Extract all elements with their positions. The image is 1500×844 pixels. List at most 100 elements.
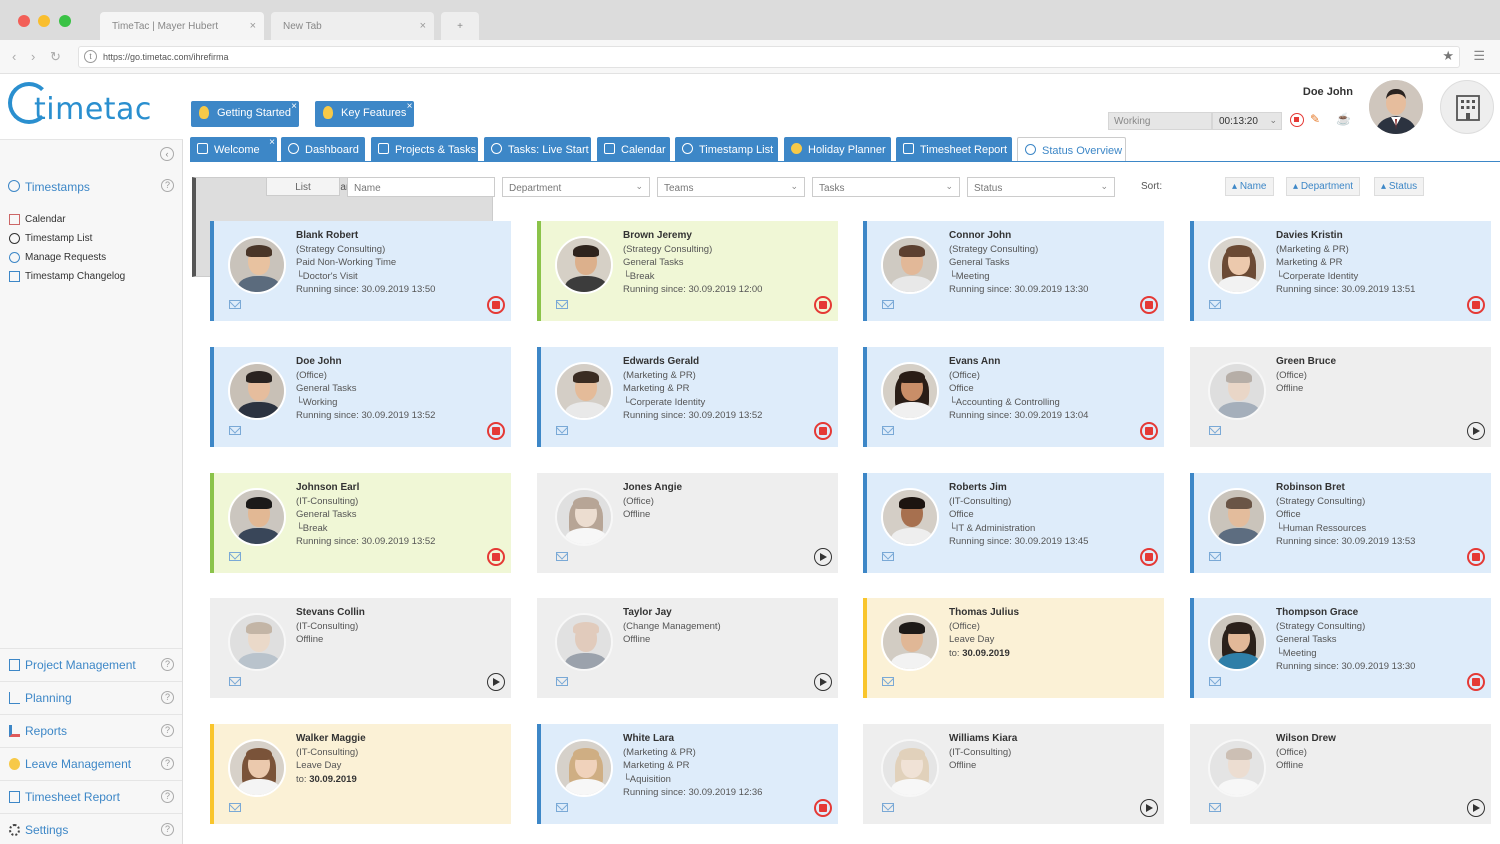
stop-button[interactable] bbox=[814, 422, 832, 440]
help-icon[interactable]: ? bbox=[161, 823, 174, 836]
reload-icon[interactable]: ↻ bbox=[50, 49, 61, 64]
status-select[interactable]: Working bbox=[1108, 112, 1212, 130]
mail-icon[interactable] bbox=[882, 677, 894, 686]
status-card[interactable]: Taylor Jay (Change Management) Offline bbox=[537, 598, 838, 698]
mail-icon[interactable] bbox=[556, 300, 568, 309]
sidebar-item-manage-requests[interactable]: Manage Requests bbox=[0, 250, 182, 268]
status-card[interactable]: Thompson Grace (Strategy Consulting) Gener… bbox=[1190, 598, 1491, 698]
minimize-window-button[interactable] bbox=[38, 15, 50, 27]
status-filter-select[interactable]: Status ⌄ bbox=[967, 177, 1115, 197]
sidebar-item-planning[interactable]: Planning? bbox=[0, 681, 182, 714]
play-button[interactable] bbox=[1467, 422, 1485, 440]
sidebar-item-timestamp-list[interactable]: Timestamp List bbox=[0, 231, 182, 249]
mail-icon[interactable] bbox=[556, 552, 568, 561]
status-card[interactable]: Johnson Earl (IT-Consulting) General Tasks… bbox=[210, 473, 511, 573]
sidebar-item-timestamp-changelog[interactable]: Timestamp Changelog bbox=[0, 269, 182, 287]
company-building-icon[interactable] bbox=[1440, 80, 1494, 134]
sidebar-section-timestamps[interactable]: Timestamps ? bbox=[0, 178, 182, 204]
mail-icon[interactable] bbox=[1209, 552, 1221, 561]
status-card[interactable]: Walker Maggie (IT-Consulting) Leave Day to:… bbox=[210, 724, 511, 824]
new-tab-button[interactable]: + bbox=[441, 12, 479, 40]
status-card[interactable]: Green Bruce (Office) Offline bbox=[1190, 347, 1491, 447]
help-icon[interactable]: ? bbox=[161, 724, 174, 737]
help-icon[interactable]: ? bbox=[161, 179, 174, 192]
status-card[interactable]: Edwards Gerald (Marketing & PR) Marketing … bbox=[537, 347, 838, 447]
play-button[interactable] bbox=[487, 673, 505, 691]
status-card[interactable]: White Lara (Marketing & PR) Marketing & PR… bbox=[537, 724, 838, 824]
close-icon[interactable]: × bbox=[419, 20, 426, 32]
tab-status-overview[interactable]: Status Overview bbox=[1017, 137, 1126, 162]
mail-icon[interactable] bbox=[882, 552, 894, 561]
site-info-icon[interactable]: t bbox=[84, 50, 97, 63]
coffee-break-icon[interactable]: ☕ bbox=[1336, 112, 1351, 126]
sidebar-item-timesheet-report[interactable]: Timesheet Report? bbox=[0, 780, 182, 813]
sidebar-item-leave-management[interactable]: Leave Management? bbox=[0, 747, 182, 780]
stop-button[interactable] bbox=[1140, 296, 1158, 314]
sort-by-department-button[interactable]: ▴ Department bbox=[1286, 177, 1361, 196]
key-features-button[interactable]: Key Features × bbox=[315, 101, 415, 127]
tab-tasks-live-start[interactable]: Tasks: Live Start bbox=[484, 137, 591, 161]
collapse-sidebar-icon[interactable]: ‹ bbox=[160, 147, 174, 161]
mail-icon[interactable] bbox=[229, 552, 241, 561]
stop-button[interactable] bbox=[1467, 548, 1485, 566]
sidebar-item-reports[interactable]: Reports? bbox=[0, 714, 182, 747]
close-icon[interactable]: × bbox=[406, 101, 413, 112]
help-icon[interactable]: ? bbox=[161, 790, 174, 803]
status-card[interactable]: Brown Jeremy (Strategy Consulting) General… bbox=[537, 221, 838, 321]
mail-icon[interactable] bbox=[229, 426, 241, 435]
close-icon[interactable]: × bbox=[291, 101, 297, 112]
sort-by-status-button[interactable]: ▴ Status bbox=[1374, 177, 1425, 196]
tab-calendar[interactable]: Calendar bbox=[597, 137, 670, 161]
tab-holiday-planner[interactable]: Holiday Planner bbox=[784, 137, 891, 161]
stop-button[interactable] bbox=[487, 296, 505, 314]
status-card[interactable]: Davies Kristin (Marketing & PR) Marketing … bbox=[1190, 221, 1491, 321]
url-field[interactable]: t https://go.timetac.com/ihrefirma bbox=[78, 46, 1460, 68]
mail-icon[interactable] bbox=[882, 426, 894, 435]
mail-icon[interactable] bbox=[556, 803, 568, 812]
user-avatar[interactable] bbox=[1369, 80, 1423, 134]
help-icon[interactable]: ? bbox=[161, 658, 174, 671]
status-card[interactable]: Stevans Collin (IT-Consulting) Offline bbox=[210, 598, 511, 698]
mail-icon[interactable] bbox=[229, 300, 241, 309]
tab-timestamp-list[interactable]: Timestamp List bbox=[675, 137, 778, 161]
status-card[interactable]: Jones Angie (Office) Offline bbox=[537, 473, 838, 573]
edit-note-icon[interactable]: ✎ bbox=[1310, 112, 1321, 126]
mail-icon[interactable] bbox=[882, 300, 894, 309]
tab-welcome[interactable]: Welcome × bbox=[190, 137, 277, 161]
stop-button[interactable] bbox=[814, 296, 832, 314]
list-view-toggle[interactable]: List bbox=[266, 177, 340, 196]
sidebar-item-project-management[interactable]: Project Management? bbox=[0, 648, 182, 681]
status-card[interactable]: Blank Robert (Strategy Consulting) Paid No… bbox=[210, 221, 511, 321]
browser-tab-new[interactable]: New Tab × bbox=[271, 12, 434, 40]
maximize-window-button[interactable] bbox=[59, 15, 71, 27]
tasks-filter-select[interactable]: Tasks ⌄ bbox=[812, 177, 960, 197]
mail-icon[interactable] bbox=[1209, 677, 1221, 686]
tab-timesheet-report[interactable]: Timesheet Report bbox=[896, 137, 1012, 161]
mail-icon[interactable] bbox=[1209, 803, 1221, 812]
status-card[interactable]: Robinson Bret (Strategy Consulting) Office… bbox=[1190, 473, 1491, 573]
stop-button[interactable] bbox=[1467, 296, 1485, 314]
help-icon[interactable]: ? bbox=[161, 691, 174, 704]
play-button[interactable] bbox=[814, 548, 832, 566]
mail-icon[interactable] bbox=[229, 803, 241, 812]
close-window-button[interactable] bbox=[18, 15, 30, 27]
mail-icon[interactable] bbox=[556, 426, 568, 435]
status-card[interactable]: Roberts Jim (IT-Consulting) Office └IT & Ad… bbox=[863, 473, 1164, 573]
mail-icon[interactable] bbox=[882, 803, 894, 812]
menu-icon[interactable]: ☰ bbox=[1473, 48, 1485, 63]
sidebar-item-calendar[interactable]: Calendar bbox=[0, 212, 182, 230]
stop-button[interactable] bbox=[1467, 673, 1485, 691]
status-card[interactable]: Thomas Julius (Office) Leave Day to: 30.09.… bbox=[863, 598, 1164, 698]
teams-filter-select[interactable]: Teams ⌄ bbox=[657, 177, 805, 197]
forward-icon[interactable]: › bbox=[31, 49, 36, 64]
mail-icon[interactable] bbox=[1209, 300, 1221, 309]
getting-started-button[interactable]: Getting Started × bbox=[191, 101, 299, 127]
mail-icon[interactable] bbox=[556, 677, 568, 686]
status-card[interactable]: Williams Kiara (IT-Consulting) Offline bbox=[863, 724, 1164, 824]
tab-dashboard[interactable]: Dashboard bbox=[281, 137, 365, 161]
stop-button[interactable] bbox=[814, 799, 832, 817]
help-icon[interactable]: ? bbox=[161, 757, 174, 770]
close-icon[interactable]: × bbox=[249, 20, 256, 32]
stop-timer-icon[interactable] bbox=[1290, 113, 1304, 127]
stop-button[interactable] bbox=[487, 422, 505, 440]
